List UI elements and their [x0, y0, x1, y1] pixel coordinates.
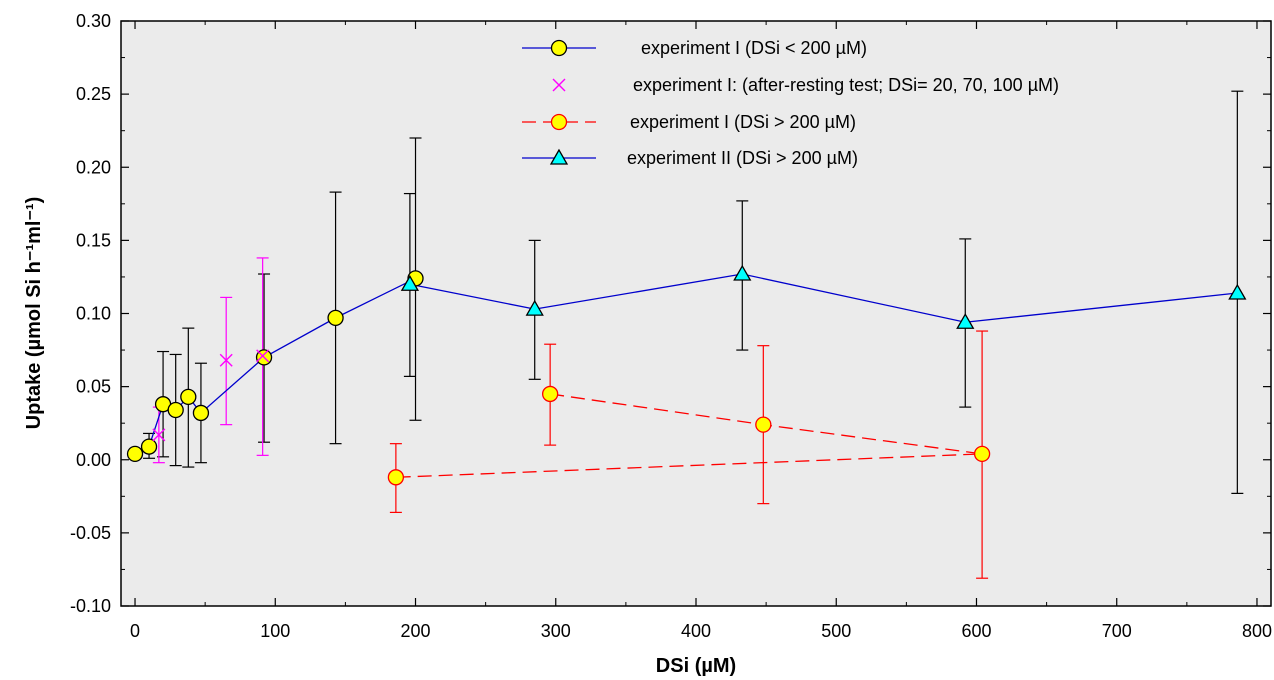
data-point: [219, 353, 233, 367]
data-point: [541, 385, 559, 403]
plot-area: [120, 20, 1272, 607]
x-tick-label: 300: [541, 621, 571, 641]
x-tick-label: 700: [1102, 621, 1132, 641]
data-point: [256, 349, 270, 363]
x-marker-stroke: [219, 353, 233, 367]
data-point: [192, 404, 210, 422]
legend-item: experiment I (DSi > 200 µM): [522, 112, 856, 132]
legend-label: experiment I: (after-resting test; DSi= …: [633, 75, 1059, 95]
y-tick-label: 0.15: [76, 230, 111, 250]
data-point: [126, 445, 144, 463]
x-tick-label: 800: [1242, 621, 1272, 641]
x-marker-stroke: [256, 349, 270, 363]
data-point: [152, 428, 166, 442]
y-tick-label: 0.00: [76, 450, 111, 470]
y-tick-label: -0.05: [70, 523, 111, 543]
data-point: [733, 264, 752, 281]
legend-item: experiment II (DSi > 200 µM): [522, 148, 858, 168]
y-tick-label: 0.05: [76, 377, 111, 397]
x-marker-stroke: [152, 428, 166, 442]
y-tick-label: 0.10: [76, 304, 111, 324]
y-axis-label: Uptake (µmol Si h⁻¹ml⁻¹): [23, 197, 45, 430]
x-tick-label: 600: [961, 621, 991, 641]
legend-marker: [550, 39, 568, 57]
x-tick-label: 200: [400, 621, 430, 641]
y-tick-label: -0.10: [70, 596, 111, 616]
x-marker-stroke: [552, 78, 566, 92]
x-tick-label: 100: [260, 621, 290, 641]
y-tick-label: 0.20: [76, 157, 111, 177]
data-point: [167, 401, 184, 419]
legend-marker: [549, 148, 569, 165]
data-point: [180, 388, 197, 406]
data-point: [755, 416, 772, 433]
data-point: [140, 438, 158, 455]
data-point: [327, 309, 344, 327]
data-point: [400, 274, 420, 291]
legend-marker: [552, 78, 566, 92]
data-point: [956, 312, 975, 329]
series-layer: [126, 90, 1247, 579]
data-point: [525, 299, 544, 316]
legend-item: experiment I (DSi < 200 µM): [522, 38, 867, 58]
data-point: [1228, 283, 1247, 300]
x-tick-label: 400: [681, 621, 711, 641]
legend-label: experiment I (DSi > 200 µM): [630, 112, 856, 132]
y-tick-label: 0.25: [76, 84, 111, 104]
x-axis-label: DSi (µM): [656, 655, 736, 677]
data-point: [387, 469, 405, 486]
series-line: [395, 393, 983, 478]
legend-label: experiment I (DSi < 200 µM): [641, 38, 867, 58]
legend-label: experiment II (DSi > 200 µM): [627, 148, 858, 168]
y-tick-label: 0.30: [76, 11, 111, 31]
legend-marker: [550, 113, 568, 131]
axis-layer: 0 100 200 300 400 500 600 700 800 -0.10 -0.05 0.00 0…: [70, 11, 1272, 641]
legend: experiment I (DSi < 200 µM) experiment I:…: [522, 38, 1059, 168]
x-tick-label: 0: [130, 621, 140, 641]
x-tick-label: 500: [821, 621, 851, 641]
legend-item: experiment I: (after-resting test; DSi= …: [552, 75, 1059, 95]
data-point: [973, 445, 991, 463]
